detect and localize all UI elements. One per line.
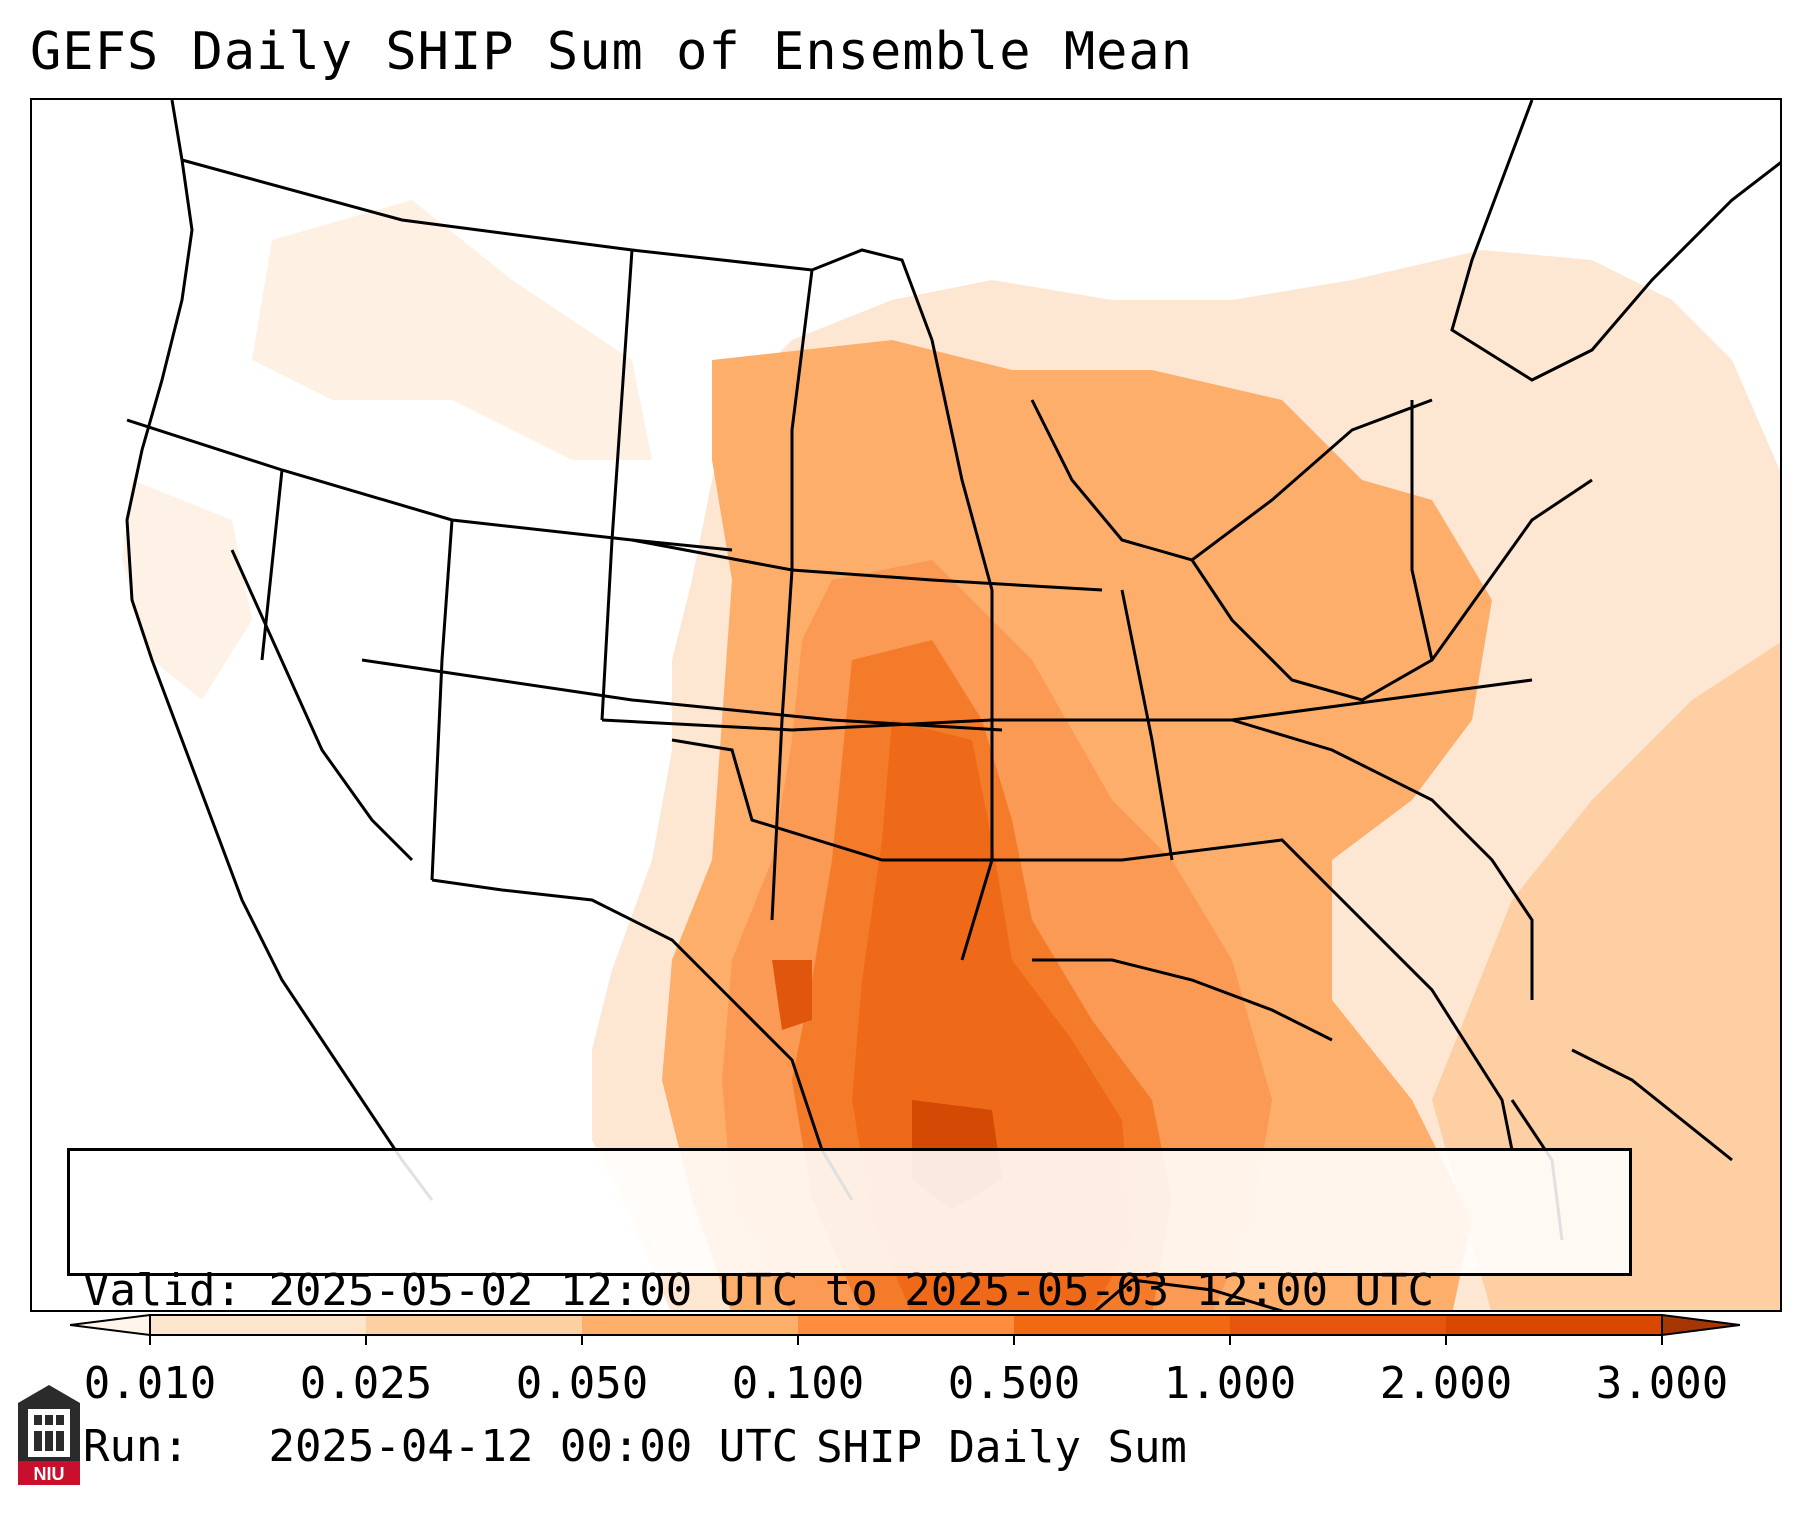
map-panel <box>30 98 1782 1312</box>
colorbar-tick-label: 0.010 <box>83 1358 217 1409</box>
colorbar-tick-label: 0.025 <box>299 1358 433 1409</box>
colorbar-tick-label: 0.500 <box>947 1358 1081 1409</box>
niu-building-icon: NIU <box>18 1385 80 1485</box>
colorbar-tick-label: 3.000 <box>1595 1358 1729 1409</box>
run-line: Run: 2025-04-12 00:00 UTC <box>83 1421 1629 1473</box>
colorbar-bin-5 <box>1014 1315 1230 1335</box>
map-title: GEFS Daily SHIP Sum of Ensemble Mean <box>30 22 1194 82</box>
ship-field <box>122 200 1780 1310</box>
colorbar-bin-6 <box>1230 1315 1446 1335</box>
logo-text: NIU <box>34 1464 65 1484</box>
run-label: Run: <box>83 1421 189 1472</box>
colorbar-bin-2 <box>366 1315 582 1335</box>
valid-label: Valid: <box>83 1265 242 1316</box>
colorbar-under-arrow <box>70 1313 151 1337</box>
colorbar-tick-label: 0.050 <box>515 1358 649 1409</box>
colorbar-bin-3 <box>582 1315 798 1335</box>
map-canvas <box>122 100 1780 1310</box>
colorbar-tick-label: 1.000 <box>1163 1358 1297 1409</box>
colorbar <box>70 1313 1740 1345</box>
valid-line: Valid: 2025-05-02 12:00 UTC to 2025-05-0… <box>83 1265 1629 1317</box>
valid-run-box: Valid: 2025-05-02 12:00 UTC to 2025-05-0… <box>67 1148 1632 1472</box>
colorbar-label: SHIP Daily Sum <box>816 1422 1187 1473</box>
colorbar-outline <box>149 1314 1663 1336</box>
valid-value: 2025-05-02 12:00 UTC to 2025-05-03 12:00… <box>268 1265 1435 1316</box>
colorbar-tick-label: 2.000 <box>1379 1358 1513 1409</box>
colorbar-bin-4 <box>798 1315 1014 1335</box>
colorbar-over-arrow <box>1661 1313 1740 1337</box>
colorbar-bin-7 <box>1446 1315 1662 1335</box>
colorbar-tick-label: 0.100 <box>731 1358 865 1409</box>
colorbar-bin-1 <box>150 1315 366 1335</box>
run-value: 2025-04-12 00:00 UTC <box>268 1421 799 1472</box>
colorbar-ticks <box>149 1335 1663 1345</box>
